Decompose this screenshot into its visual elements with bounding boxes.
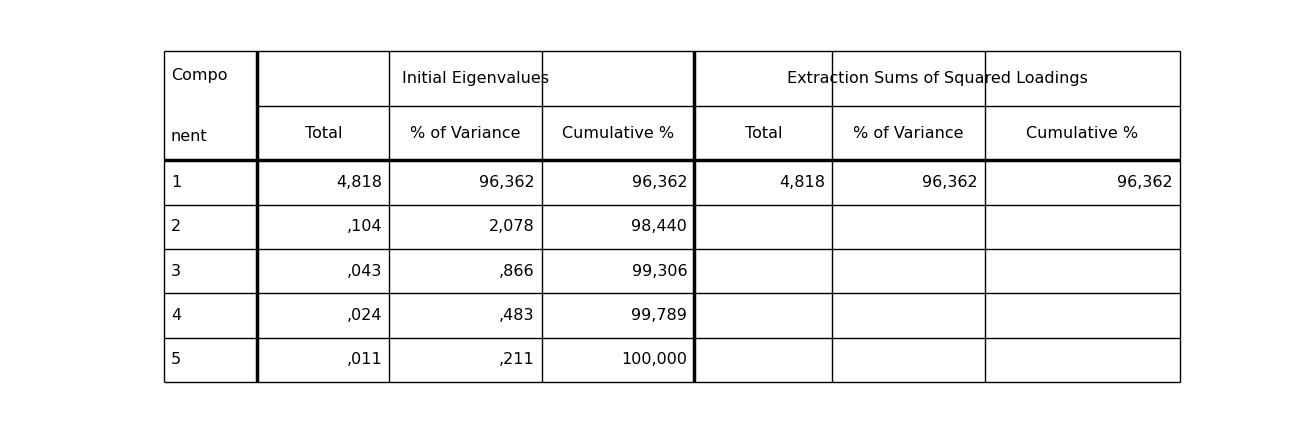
Text: 2,078: 2,078 bbox=[489, 219, 535, 234]
Text: 99,789: 99,789 bbox=[632, 308, 687, 323]
Text: 96,362: 96,362 bbox=[479, 175, 535, 190]
Text: 96,362: 96,362 bbox=[922, 175, 978, 190]
Text: Extraction Sums of Squared Loadings: Extraction Sums of Squared Loadings bbox=[787, 71, 1088, 86]
Text: 4,818: 4,818 bbox=[337, 175, 383, 190]
Text: 100,000: 100,000 bbox=[621, 352, 687, 367]
Text: 2: 2 bbox=[170, 219, 181, 234]
Text: ,011: ,011 bbox=[346, 352, 383, 367]
Text: 98,440: 98,440 bbox=[632, 219, 687, 234]
Text: Cumulative %: Cumulative % bbox=[562, 126, 674, 141]
Text: Compo: Compo bbox=[170, 68, 228, 83]
Text: % of Variance: % of Variance bbox=[410, 126, 520, 141]
Text: Total: Total bbox=[745, 126, 783, 141]
Text: 96,362: 96,362 bbox=[632, 175, 687, 190]
Text: ,211: ,211 bbox=[499, 352, 535, 367]
Text: Total: Total bbox=[304, 126, 342, 141]
Text: 96,362: 96,362 bbox=[1117, 175, 1173, 190]
Text: ,104: ,104 bbox=[346, 219, 383, 234]
Text: 1: 1 bbox=[170, 175, 181, 190]
Text: 5: 5 bbox=[170, 352, 181, 367]
Text: 3: 3 bbox=[170, 264, 181, 279]
Text: 4: 4 bbox=[170, 308, 181, 323]
Text: 99,306: 99,306 bbox=[632, 264, 687, 279]
Text: % of Variance: % of Variance bbox=[853, 126, 964, 141]
Text: ,043: ,043 bbox=[347, 264, 383, 279]
Text: 4,818: 4,818 bbox=[779, 175, 826, 190]
Text: ,483: ,483 bbox=[499, 308, 535, 323]
Text: ,866: ,866 bbox=[499, 264, 535, 279]
Text: Initial Eigenvalues: Initial Eigenvalues bbox=[402, 71, 549, 86]
Text: ,024: ,024 bbox=[347, 308, 383, 323]
Text: Cumulative %: Cumulative % bbox=[1027, 126, 1138, 141]
Text: nent: nent bbox=[170, 129, 207, 144]
